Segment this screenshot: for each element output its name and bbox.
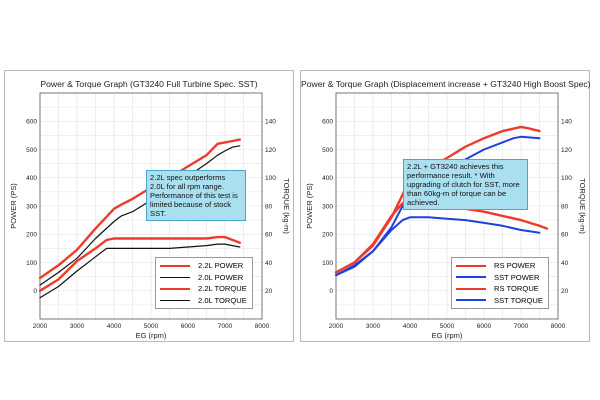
y-tick-label: 500 — [26, 147, 37, 154]
y-tick-label: 200 — [26, 232, 37, 239]
y2-tick-label: 20 — [561, 288, 569, 295]
y2-axis-label: TORQUE (kg-m) — [578, 178, 587, 234]
x-tick-label: 7000 — [514, 323, 529, 330]
legend-swatch — [456, 299, 486, 302]
legend-label: RS TORQUE — [494, 284, 539, 294]
legend-label: SST TORQUE — [494, 295, 543, 305]
y2-tick-label: 40 — [561, 260, 569, 267]
y2-tick-label: 60 — [265, 232, 273, 239]
legend-swatch — [456, 287, 486, 290]
chart-title: Power & Torque Graph (GT3240 Full Turbin… — [40, 79, 258, 89]
legend-entry: 2.2L TORQUE — [160, 283, 247, 295]
legend-swatch — [160, 276, 190, 278]
y2-tick-label: 100 — [265, 175, 276, 182]
legend-label: 2.0L TORQUE — [198, 295, 247, 305]
legend-entry: 2.2L POWER — [160, 260, 247, 272]
legend-entry: RS TORQUE — [456, 283, 543, 295]
x-tick-label: 2000 — [329, 323, 344, 330]
x-axis-label: EG (rpm) — [432, 331, 463, 340]
x-tick-label: 3000 — [366, 323, 381, 330]
y-tick-label: 400 — [26, 175, 37, 182]
x-tick-label: 2000 — [33, 323, 48, 330]
legend-swatch — [456, 264, 486, 267]
x-tick-label: 6000 — [477, 323, 492, 330]
legend-label: 2.2L TORQUE — [198, 284, 247, 294]
y-tick-label: 600 — [26, 119, 37, 126]
y2-tick-label: 60 — [561, 232, 569, 239]
y2-tick-label: 140 — [265, 119, 276, 126]
chart-panel-right: Power & Torque Graph (Displacement incre… — [300, 70, 591, 342]
y-tick-label: 0 — [329, 288, 333, 295]
legend-entry: 2.0L POWER — [160, 272, 247, 284]
legend-label: 2.0L POWER — [198, 272, 244, 282]
y2-tick-label: 40 — [265, 260, 273, 267]
x-tick-label: 6000 — [181, 323, 196, 330]
chart-title: Power & Torque Graph (Displacement incre… — [301, 79, 591, 89]
y2-tick-label: 140 — [561, 119, 572, 126]
y-tick-label: 600 — [322, 119, 333, 126]
series-line-2-2l-torque — [38, 235, 242, 293]
y2-tick-label: 100 — [561, 175, 572, 182]
plot-frame — [39, 92, 263, 320]
plot-frame — [335, 92, 559, 320]
legend-entry: SST TORQUE — [456, 295, 543, 307]
x-tick-label: 5000 — [440, 323, 455, 330]
legend-label: RS POWER — [494, 261, 536, 271]
legend-swatch — [160, 287, 190, 290]
series-line-2-0l-torque — [39, 243, 241, 299]
legend-entry: SST POWER — [456, 272, 543, 284]
legend-entry: 2.0L TORQUE — [160, 295, 247, 307]
y-tick-label: 400 — [322, 175, 333, 182]
x-tick-label: 4000 — [403, 323, 418, 330]
y2-tick-label: 80 — [561, 203, 569, 210]
legend-swatch — [160, 264, 190, 267]
chart-legend: 2.2L POWER 2.0L POWER 2.2L TORQUE 2.0L TORQ… — [155, 257, 253, 309]
x-axis-label: EG (rpm) — [136, 331, 167, 340]
legend-label: 2.2L POWER — [198, 261, 244, 271]
x-tick-label: 8000 — [255, 323, 270, 330]
y2-axis-label: TORQUE (kg-m) — [282, 178, 291, 234]
legend-label: SST POWER — [494, 272, 540, 282]
x-tick-label: 5000 — [144, 323, 159, 330]
x-tick-label: 7000 — [218, 323, 233, 330]
y-axis-label: POWER (PS) — [9, 183, 18, 229]
y-tick-label: 100 — [26, 260, 37, 267]
y-tick-label: 500 — [322, 147, 333, 154]
y-tick-label: 0 — [33, 288, 37, 295]
y-tick-label: 200 — [322, 232, 333, 239]
legend-swatch — [456, 276, 486, 279]
y-tick-label: 300 — [322, 203, 333, 210]
y2-tick-label: 120 — [561, 147, 572, 154]
x-tick-label: 8000 — [551, 323, 566, 330]
legend-entry: RS POWER — [456, 260, 543, 272]
legend-swatch — [160, 299, 190, 301]
x-tick-label: 3000 — [70, 323, 85, 330]
y2-tick-label: 20 — [265, 288, 273, 295]
chart-panel-left: Power & Torque Graph (GT3240 Full Turbin… — [4, 70, 294, 342]
y-axis-label: POWER (PS) — [305, 183, 314, 229]
chart-annotation: 2.2L spec outperforms 2.0L for all rpm r… — [146, 170, 246, 221]
series-line-sst-torque — [335, 216, 541, 277]
x-tick-label: 4000 — [107, 323, 122, 330]
y-tick-label: 300 — [26, 203, 37, 210]
y-tick-label: 100 — [322, 260, 333, 267]
chart-legend: RS POWER SST POWER RS TORQUE SST TORQUE — [451, 257, 549, 309]
chart-annotation: 2.2L + GT3240 achieves this performance … — [403, 159, 528, 210]
y2-tick-label: 120 — [265, 147, 276, 154]
y2-tick-label: 80 — [265, 203, 273, 210]
